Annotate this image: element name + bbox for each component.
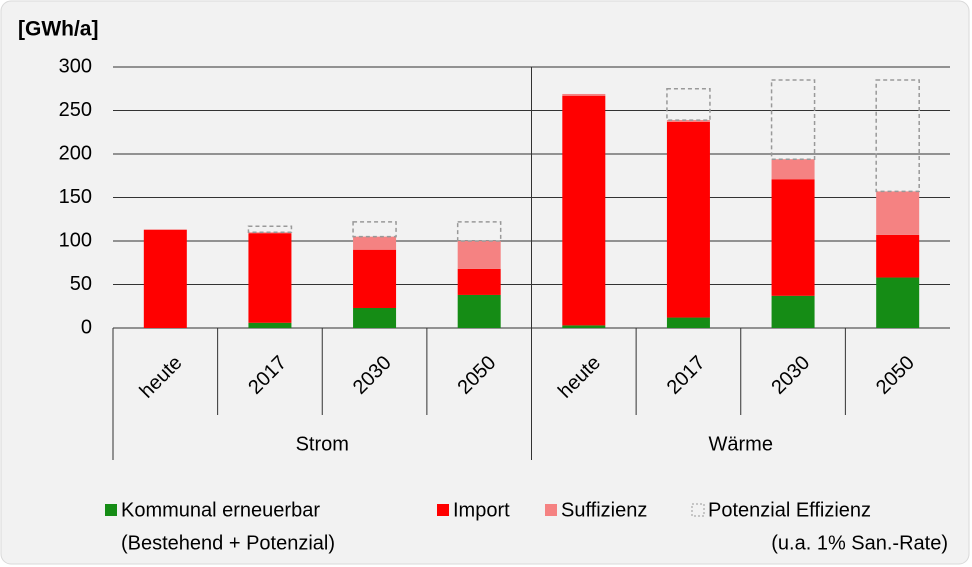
bar-segment xyxy=(876,191,920,235)
y-tick-label: 250 xyxy=(59,99,92,121)
y-tick-label: 200 xyxy=(59,142,92,164)
bar-segment xyxy=(666,121,710,318)
legend-label: Import xyxy=(453,499,510,521)
bar-segment xyxy=(562,325,606,328)
bar-segment xyxy=(771,295,815,328)
bar-segment xyxy=(457,241,501,269)
bar-segment xyxy=(875,79,920,193)
legend-detail: (Bestehend + Potenzial) xyxy=(121,532,335,554)
legend-detail: (u.a. 1% San.-Rate) xyxy=(771,532,948,554)
legend-swatch xyxy=(105,504,117,516)
unit-label: [GWh/a] xyxy=(18,18,98,41)
legend-swatch xyxy=(691,503,705,517)
bar-segment xyxy=(248,233,292,323)
bar-segment xyxy=(562,95,606,326)
bar-segment xyxy=(353,236,397,250)
y-tick-label: 100 xyxy=(59,229,92,251)
bar-segment xyxy=(353,249,397,308)
bar-segment xyxy=(666,120,710,122)
legend-swatch xyxy=(437,504,449,516)
bar-segment xyxy=(771,179,815,296)
legend-swatch xyxy=(545,504,557,516)
bar-segment xyxy=(666,317,710,328)
bar-segment xyxy=(247,225,293,234)
y-tick-label: 150 xyxy=(59,186,92,208)
bar-segment xyxy=(876,234,920,278)
bar-segment xyxy=(770,79,816,160)
legend-label: Potenzial Effizienz xyxy=(708,499,871,521)
y-tick-label: 300 xyxy=(59,55,92,77)
y-tick-label: 0 xyxy=(81,316,92,338)
bar-segment xyxy=(457,294,501,328)
bar-segment xyxy=(771,159,815,180)
group-label: Strom xyxy=(296,433,349,455)
bar-segment xyxy=(352,221,397,238)
group-label: Wärme xyxy=(709,433,773,455)
bar-segment xyxy=(562,93,606,96)
bar-segment xyxy=(876,277,920,328)
bar-segment xyxy=(143,229,187,328)
bar-segment xyxy=(248,322,292,328)
legend-label: Suffizienz xyxy=(561,499,647,521)
legend-label: Kommunal erneuerbar xyxy=(121,499,320,521)
bar-segment xyxy=(456,221,502,242)
bar-segment xyxy=(666,88,711,121)
bar-segment xyxy=(353,307,397,328)
y-tick-label: 50 xyxy=(70,273,92,295)
bar-segment xyxy=(457,268,501,295)
